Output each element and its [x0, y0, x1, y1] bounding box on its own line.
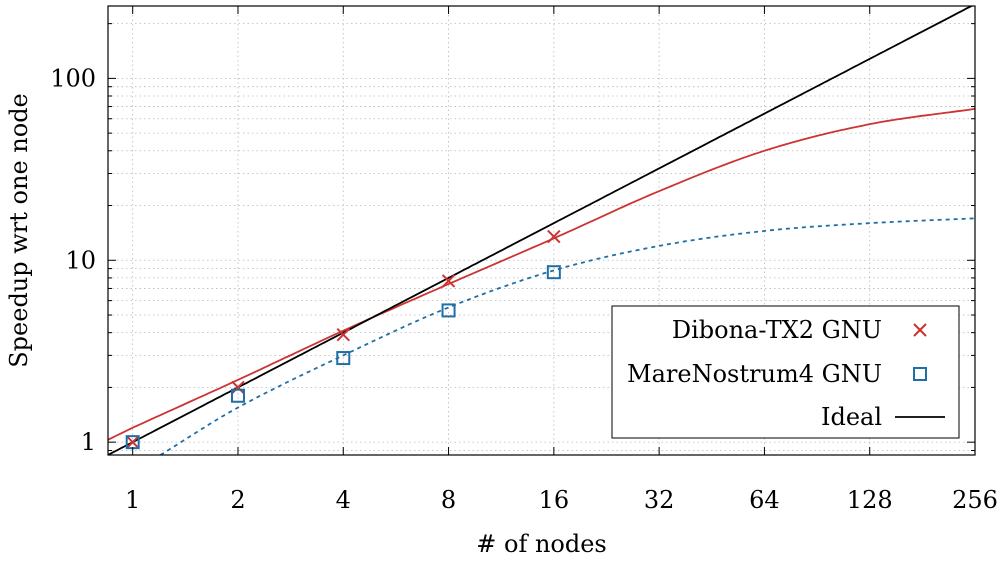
y-tick-label: 100 [50, 64, 96, 92]
point-dibona-tx2-gnu-stroke-b [231, 380, 245, 395]
point-marenostrum4-gnu [230, 388, 245, 403]
y-tick-label: 1 [81, 428, 96, 456]
tick-labels: 1 2 4 8 16 32 64 128 256 1 10 100 [50, 64, 998, 514]
point-marenostrum4-gnu [336, 351, 351, 366]
point-dibona-tx2-gnu [231, 380, 245, 395]
legend-label-ideal: Ideal [821, 403, 882, 431]
x-tick-label: 4 [336, 486, 351, 514]
legend: Dibona-TX2 GNU MareNostrum4 GNU Ideal [611, 305, 960, 439]
legend-marker-dibona-tx2-gnu [913, 323, 927, 337]
point-dibona-tx2-gnu-stroke-b [547, 229, 561, 244]
point-marenostrum4-gnu [546, 265, 561, 280]
axis-ticks [108, 6, 976, 455]
x-tick-label: 32 [644, 486, 675, 514]
curve-dibona-tx2-gnu [108, 107, 975, 441]
point-dibona-tx2-gnu-stroke-b [336, 327, 350, 342]
grid [108, 6, 976, 455]
curve-marenostrum4-gnu [159, 217, 975, 455]
point-dibona-tx2-gnu-stroke-b [125, 435, 140, 449]
point-dibona-tx2-gnu [336, 327, 350, 342]
legend-box [611, 305, 960, 439]
legend-label-dibona-tx2-gnu: Dibona-TX2 GNU [672, 316, 882, 344]
legend-marker-dibona-tx2-gnu-stroke-b [913, 323, 927, 337]
series-curves [108, 6, 975, 455]
plot-frame [107, 5, 976, 456]
point-dibona-tx2-gnu [441, 274, 456, 288]
y-axis-label: Speedup wrt one node [5, 93, 33, 368]
point-dibona-tx2-gnu-stroke-b [441, 274, 456, 288]
legend-label-marenostrum4-gnu: MareNostrum4 GNU [627, 360, 882, 388]
legend-marker-marenostrum4-gnu [913, 367, 927, 381]
x-tick-label: 16 [539, 486, 570, 514]
x-tick-label: 8 [441, 486, 456, 514]
x-tick-label: 1 [125, 486, 140, 514]
point-dibona-tx2-gnu [125, 435, 140, 449]
curve-ideal [108, 6, 974, 455]
point-marenostrum4-gnu [441, 303, 456, 318]
y-tick-label: 10 [65, 246, 96, 274]
x-tick-label: 128 [847, 486, 893, 514]
x-tick-label: 64 [749, 486, 780, 514]
x-axis-label: # of nodes [476, 530, 607, 558]
point-dibona-tx2-gnu [547, 229, 561, 244]
x-tick-label: 256 [952, 486, 998, 514]
x-tick-label: 2 [230, 486, 245, 514]
